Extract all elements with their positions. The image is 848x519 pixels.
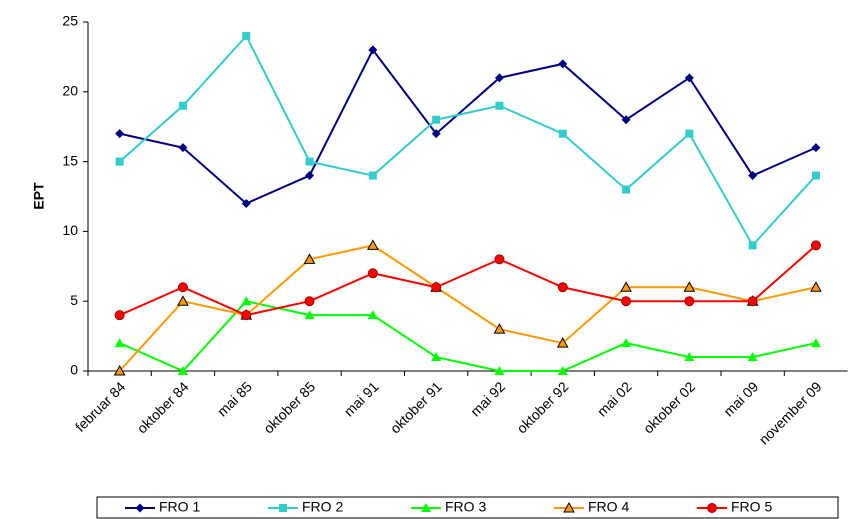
marker (747, 352, 758, 362)
marker (495, 101, 504, 110)
marker (177, 282, 188, 293)
marker (563, 501, 575, 513)
marker (810, 338, 821, 348)
x-tick-label: mai 85 (214, 378, 255, 419)
marker (115, 129, 125, 139)
marker (556, 337, 569, 348)
series-line (119, 48, 817, 205)
marker (115, 157, 124, 166)
marker (684, 296, 695, 307)
marker (684, 73, 694, 83)
x-tick-label: mai 02 (594, 378, 635, 419)
marker (114, 310, 125, 321)
y-tick-label: 25 (62, 13, 78, 29)
y-tick-label: 5 (70, 292, 78, 308)
series-line (118, 244, 817, 372)
legend-box (96, 496, 839, 519)
marker (620, 281, 632, 292)
series-line (118, 34, 817, 248)
marker (431, 352, 442, 362)
marker (242, 31, 251, 40)
marker (177, 366, 188, 375)
marker (368, 171, 377, 180)
x-tick-label: mai 92 (467, 378, 508, 419)
legend-label: FRO 3 (445, 499, 486, 515)
marker (494, 254, 505, 265)
marker (810, 281, 822, 292)
marker (113, 364, 126, 376)
x-tick-label: oktober 92 (513, 378, 571, 436)
marker (493, 323, 506, 334)
marker (621, 296, 632, 307)
marker (304, 310, 315, 320)
marker (748, 241, 757, 250)
marker (305, 171, 315, 181)
series-line (119, 244, 817, 317)
marker (279, 504, 287, 512)
marker (367, 310, 378, 320)
series-line (119, 300, 817, 373)
marker (368, 45, 378, 55)
marker (494, 73, 504, 83)
x-tick-label: oktober 91 (387, 378, 445, 436)
marker (810, 240, 821, 251)
marker (557, 282, 568, 293)
marker (811, 143, 821, 153)
marker (241, 310, 252, 321)
marker (421, 503, 431, 512)
marker (558, 129, 567, 138)
marker (305, 157, 314, 166)
x-tick-label: mai 09 (720, 378, 761, 419)
marker (707, 503, 717, 513)
marker (367, 268, 378, 279)
marker (114, 338, 125, 348)
marker (811, 171, 820, 180)
marker (178, 143, 188, 153)
y-tick-label: 20 (62, 83, 78, 99)
y-tick-label: 0 (70, 362, 78, 378)
x-tick-label: februar 84 (72, 378, 129, 435)
marker (748, 171, 758, 181)
marker (367, 239, 379, 250)
marker (135, 503, 145, 513)
marker (303, 253, 316, 264)
marker (241, 296, 252, 306)
x-tick-label: oktober 84 (134, 378, 192, 436)
marker (685, 129, 694, 138)
marker (304, 296, 315, 307)
marker (683, 281, 696, 292)
marker (432, 115, 441, 124)
marker (621, 115, 631, 125)
marker (747, 296, 758, 307)
legend-label: FRO 2 (302, 499, 343, 515)
marker (557, 366, 568, 375)
marker (177, 295, 189, 306)
legend-label: FRO 1 (159, 499, 200, 515)
marker (431, 129, 441, 139)
marker (241, 198, 251, 208)
x-tick-label: mai 91 (341, 378, 382, 419)
marker (494, 366, 505, 375)
legend-label: FRO 5 (731, 499, 772, 515)
x-tick-label: oktober 02 (640, 378, 698, 436)
marker (178, 101, 187, 110)
marker (431, 282, 442, 293)
legend: FRO 1 FRO 2 FRO 3 FRO 4 FRO 5 (96, 496, 839, 519)
x-tick-label: oktober 85 (260, 378, 318, 436)
marker (621, 338, 632, 348)
marker (622, 185, 631, 194)
marker (684, 352, 695, 362)
y-tick-label: 10 (62, 222, 78, 238)
y-axis-label: EPT (31, 182, 47, 210)
x-tick-label: november 09 (756, 378, 825, 447)
y-tick-label: 15 (62, 152, 78, 168)
marker (558, 59, 568, 69)
legend-label: FRO 4 (588, 499, 629, 515)
